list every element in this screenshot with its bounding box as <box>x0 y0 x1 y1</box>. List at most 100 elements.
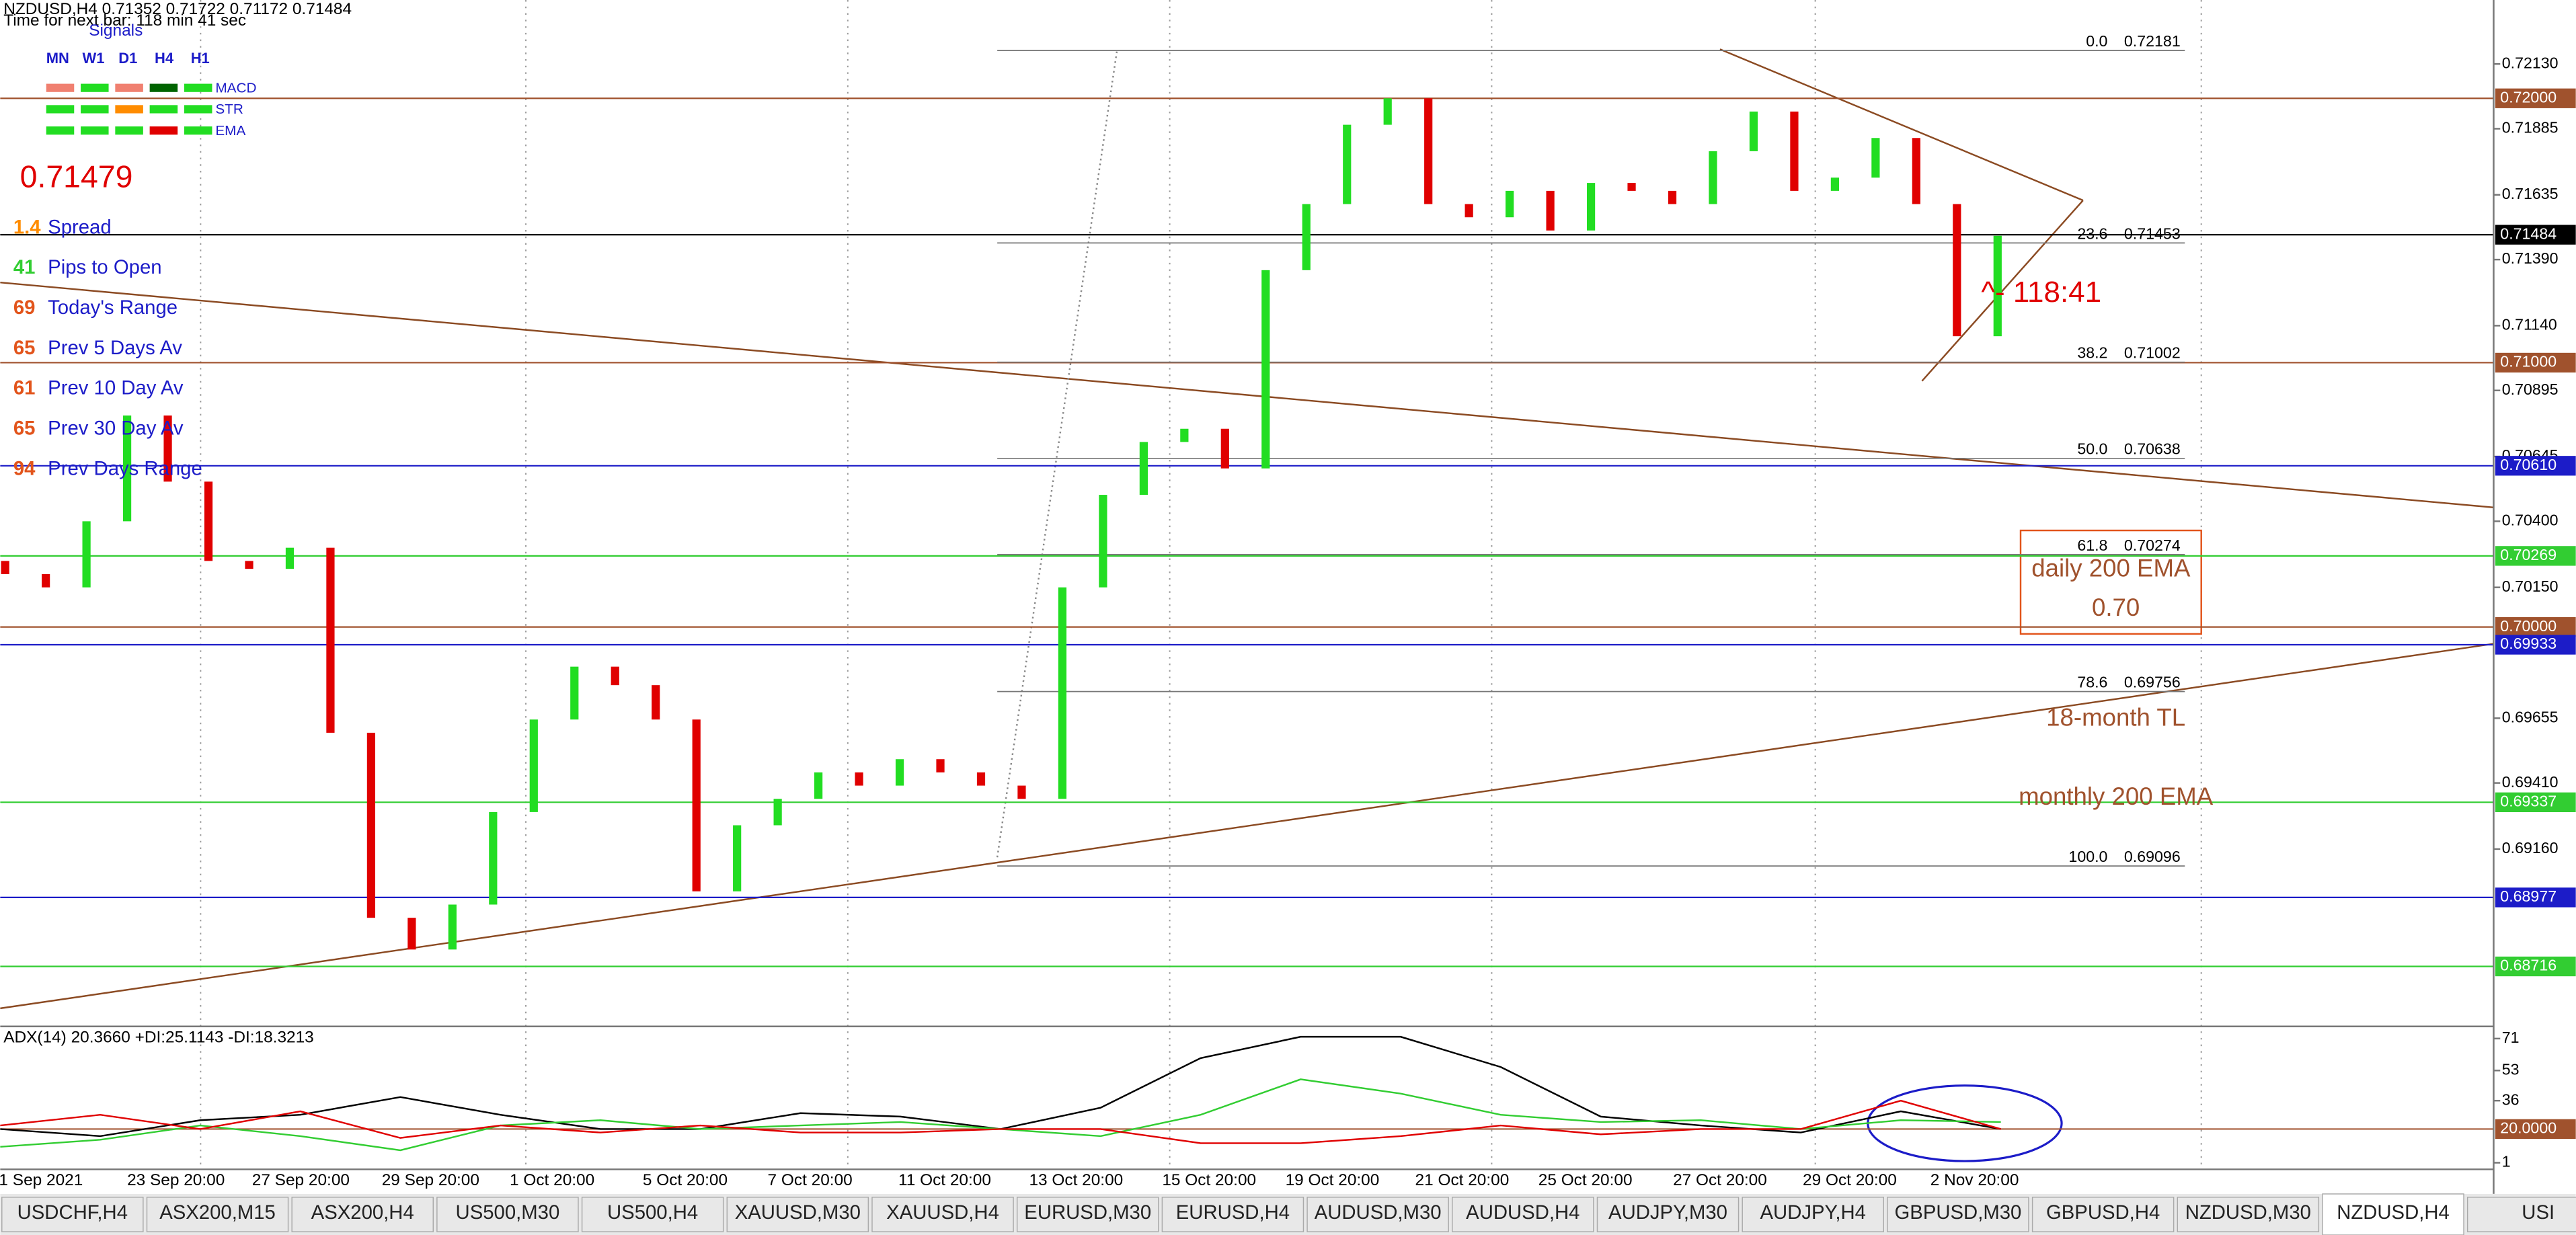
candle <box>1506 190 1514 218</box>
tab[interactable] <box>436 1197 579 1232</box>
tab[interactable] <box>291 1197 434 1232</box>
price-level-label: 0.68977 <box>2500 887 2557 905</box>
tab[interactable] <box>1742 1197 1884 1232</box>
annotation: 18-month TL <box>2046 704 2185 731</box>
candle <box>1709 151 1717 204</box>
tab[interactable] <box>1016 1197 1159 1232</box>
tab-label[interactable]: ASX200,H4 <box>311 1201 414 1224</box>
price-tick-label: 0.71390 <box>2502 249 2559 267</box>
time-label: 2 Nov 20:00 <box>1930 1171 2019 1189</box>
candle <box>1993 235 2002 337</box>
candle <box>204 481 213 561</box>
tab[interactable] <box>146 1197 289 1232</box>
adx-title: ADX(14) 20.3660 +DI:25.1143 -DI:18.3213 <box>3 1028 314 1046</box>
price-tick-label: 0.69655 <box>2502 708 2559 725</box>
signal-cell <box>81 126 109 135</box>
time-label: 29 Oct 20:00 <box>1803 1171 1897 1189</box>
candle <box>1 561 9 575</box>
time-label: 23 Sep 20:00 <box>127 1171 225 1189</box>
tab[interactable] <box>1 1197 144 1232</box>
price-level-box <box>2495 546 2576 566</box>
price-level-label: 0.70269 <box>2500 546 2557 563</box>
tab[interactable] <box>726 1197 869 1232</box>
signal-cell <box>46 126 75 135</box>
tab[interactable] <box>1452 1197 1594 1232</box>
tab-label[interactable]: NZDUSD,M30 <box>2185 1201 2311 1224</box>
tab-label[interactable]: EURUSD,M30 <box>1024 1201 1151 1224</box>
time-label: 25 Oct 20:00 <box>1538 1171 1633 1189</box>
tab-label[interactable]: XAUUSD,M30 <box>735 1201 861 1224</box>
signal-timeframe: H1 <box>191 50 210 67</box>
price-level-label: 0.72000 <box>2500 88 2557 106</box>
tab-label[interactable]: USDCHF,H4 <box>17 1201 128 1224</box>
tab-label[interactable]: US500,M30 <box>456 1201 560 1224</box>
tab[interactable] <box>871 1197 1014 1232</box>
tab-label[interactable]: GBPUSD,M30 <box>1894 1201 2021 1224</box>
time-label: 15 Oct 20:00 <box>1162 1171 1256 1189</box>
info-value: 41 <box>13 256 36 278</box>
tab-label[interactable]: AUDJPY,H4 <box>1760 1201 1866 1224</box>
candle <box>652 685 660 720</box>
price-tick-label: 0.70150 <box>2502 577 2559 595</box>
fib-ratio: 100.0 <box>2068 848 2107 865</box>
info-label: Prev Days Range <box>48 457 202 479</box>
countdown: ^- 118:41 <box>1981 276 2101 309</box>
candle <box>570 666 579 720</box>
candle <box>1139 442 1148 495</box>
annotation: daily 200 EMA <box>2031 554 2191 582</box>
tab-label[interactable]: GBPUSD,H4 <box>2046 1201 2160 1224</box>
time-label: 27 Sep 20:00 <box>252 1171 350 1189</box>
price-level-box <box>2495 225 2576 245</box>
candle <box>1343 124 1352 204</box>
candle <box>448 904 457 950</box>
tab-label[interactable]: AUDJPY,M30 <box>1608 1201 1727 1224</box>
tab[interactable] <box>2031 1197 2175 1232</box>
adx-tick-label: 71 <box>2502 1029 2520 1046</box>
fib-price: 0.70274 <box>2124 536 2181 554</box>
price-level-label: 0.69337 <box>2500 792 2557 809</box>
price-level-box <box>2495 956 2576 977</box>
price-level-box <box>2495 456 2576 476</box>
candle <box>611 666 619 686</box>
tab[interactable] <box>1306 1197 1449 1232</box>
signal-timeframe: MN <box>46 50 69 67</box>
candle <box>1871 138 1880 178</box>
tab[interactable] <box>2322 1193 2464 1235</box>
price-tick-label: 0.71635 <box>2502 185 2559 202</box>
tab[interactable] <box>1596 1197 1740 1232</box>
signal-cell <box>115 105 143 114</box>
tab[interactable] <box>2466 1197 2576 1232</box>
tab-label[interactable]: EURUSD,H4 <box>1176 1201 1290 1224</box>
tab-label[interactable]: NZDUSD,H4 <box>2337 1201 2450 1224</box>
time-label: 7 Oct 20:00 <box>768 1171 853 1189</box>
tab-label[interactable]: AUDUSD,M30 <box>1315 1201 1442 1224</box>
candle <box>1830 177 1840 191</box>
signal-cell <box>184 126 212 135</box>
signal-name: STR <box>215 102 243 117</box>
tab[interactable] <box>2177 1197 2320 1232</box>
adx-level-label: 20.0000 <box>2500 1119 2557 1137</box>
tab-label[interactable]: US500,H4 <box>607 1201 698 1224</box>
info-value: 65 <box>13 337 36 359</box>
candle <box>1017 785 1026 799</box>
signal-cell <box>46 83 75 92</box>
tab[interactable] <box>581 1197 724 1232</box>
candle <box>1302 204 1311 270</box>
tab-label[interactable]: ASX200,M15 <box>159 1201 276 1224</box>
tab[interactable] <box>1161 1197 1304 1232</box>
candle <box>1546 190 1555 231</box>
fib-ratio: 0.0 <box>2086 32 2107 50</box>
candle <box>366 732 376 918</box>
tab[interactable] <box>1887 1197 2029 1232</box>
tab-label[interactable]: USI <box>2522 1201 2554 1224</box>
info-label: Prev 30 Day Av <box>48 417 184 440</box>
price-tick-label: 0.71140 <box>2502 316 2557 333</box>
tab-label[interactable]: AUDUSD,H4 <box>1466 1201 1579 1224</box>
adx-tick-label: 36 <box>2502 1090 2520 1108</box>
candle <box>1465 204 1473 218</box>
candle <box>814 772 823 799</box>
candle <box>1261 270 1270 469</box>
price-tick-label: 0.69160 <box>2502 839 2559 856</box>
time-label: 29 Sep 20:00 <box>382 1171 479 1189</box>
tab-label[interactable]: XAUUSD,H4 <box>886 1201 999 1224</box>
